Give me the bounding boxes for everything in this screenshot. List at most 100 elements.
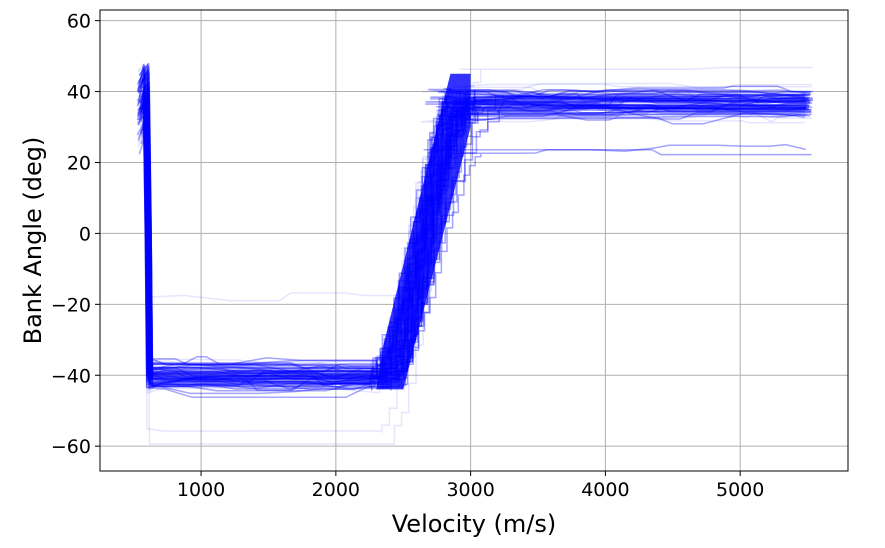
trajectory-line bbox=[137, 106, 809, 374]
x-tick-label: 3000 bbox=[446, 479, 494, 501]
trajectory-line bbox=[139, 84, 811, 390]
trajectory-line bbox=[141, 96, 807, 382]
trajectory-line bbox=[140, 86, 805, 390]
trajectory-line bbox=[139, 96, 808, 399]
trajectory-line bbox=[136, 98, 812, 379]
trajectory-line bbox=[139, 96, 809, 374]
trajectory-line bbox=[137, 69, 812, 376]
trajectory-line bbox=[139, 102, 810, 388]
trajectory-line bbox=[136, 98, 812, 379]
trajectory-line bbox=[140, 86, 806, 382]
trajectory-line bbox=[137, 87, 809, 381]
trajectory-line bbox=[140, 99, 807, 373]
trajectory-line bbox=[139, 84, 811, 390]
trajectory-line bbox=[139, 102, 810, 378]
trajectory-line bbox=[137, 93, 808, 371]
y-tick-label: 60 bbox=[67, 11, 91, 33]
trajectory-line bbox=[137, 87, 809, 381]
trajectory-line bbox=[139, 102, 810, 378]
trajectory-line bbox=[141, 99, 807, 392]
trajectory-line bbox=[136, 89, 811, 384]
trajectory-line bbox=[136, 89, 811, 384]
x-tick-label: 2000 bbox=[312, 479, 360, 501]
trajectory-line bbox=[137, 87, 809, 381]
trajectory-line bbox=[139, 96, 808, 399]
trajectory-line bbox=[138, 97, 807, 380]
trajectory-line bbox=[137, 79, 810, 390]
trajectory-line bbox=[136, 96, 812, 379]
trajectory-line bbox=[140, 86, 806, 382]
trajectory-line bbox=[139, 90, 810, 374]
trajectory-layer bbox=[136, 62, 813, 445]
trajectory-line bbox=[140, 83, 811, 387]
trajectory-line bbox=[136, 96, 812, 379]
trajectory-line bbox=[139, 90, 810, 374]
y-tick-label: 0 bbox=[79, 223, 91, 245]
y-tick-label: −60 bbox=[51, 436, 91, 458]
trajectory-line bbox=[138, 81, 809, 387]
trajectory-line bbox=[139, 79, 808, 380]
trajectory-line bbox=[138, 85, 807, 390]
trajectory-line bbox=[139, 82, 811, 379]
trajectory-line bbox=[139, 90, 810, 374]
y-tick-label: −20 bbox=[51, 294, 91, 316]
trajectory-line bbox=[139, 84, 811, 390]
trajectory-line bbox=[140, 83, 811, 387]
trajectory-line bbox=[137, 93, 808, 371]
trajectory-line bbox=[139, 89, 810, 377]
trajectory-line bbox=[137, 79, 810, 390]
trajectory-line bbox=[136, 102, 813, 376]
trajectory-line bbox=[139, 89, 810, 377]
trajectory-line bbox=[139, 87, 811, 375]
trajectory-line bbox=[136, 98, 812, 379]
trajectory-line bbox=[136, 95, 813, 386]
trajectory-line bbox=[136, 95, 813, 386]
y-tick-label: −40 bbox=[51, 365, 91, 387]
trajectory-line bbox=[139, 96, 808, 399]
trajectory-line bbox=[137, 104, 810, 380]
trajectory-line bbox=[137, 87, 809, 381]
trajectory-line bbox=[139, 91, 808, 380]
trajectory-line bbox=[137, 92, 812, 384]
trajectory-line bbox=[136, 96, 812, 379]
trajectory-line bbox=[140, 86, 805, 390]
trajectory-line bbox=[136, 102, 813, 376]
y-tick-label: 40 bbox=[67, 82, 91, 104]
plot-frame bbox=[99, 9, 849, 472]
trajectory-line bbox=[141, 99, 807, 392]
trajectory-line bbox=[137, 93, 808, 371]
trajectory-line bbox=[136, 98, 812, 379]
trajectory-line bbox=[137, 79, 810, 390]
trajectory-line bbox=[139, 82, 811, 379]
trajectory-line bbox=[140, 86, 806, 382]
trajectory-line bbox=[139, 88, 809, 392]
trajectory-line bbox=[136, 95, 813, 386]
trajectory-line bbox=[139, 87, 811, 375]
trajectory-line bbox=[139, 81, 811, 375]
trajectory-line bbox=[139, 102, 810, 378]
grid-layer bbox=[100, 10, 848, 471]
trajectory-line bbox=[138, 85, 807, 390]
trajectory-line bbox=[137, 69, 812, 376]
trajectory-line bbox=[138, 90, 812, 376]
trajectory-line bbox=[137, 91, 811, 372]
trajectory-line bbox=[137, 104, 810, 380]
trajectory-line bbox=[139, 102, 810, 388]
trajectory-line bbox=[140, 83, 811, 387]
trajectory-line bbox=[136, 89, 811, 384]
trajectory-line bbox=[140, 86, 806, 382]
trajectory-line bbox=[139, 89, 810, 377]
trajectory-line bbox=[140, 99, 807, 373]
trajectory-line bbox=[138, 85, 807, 390]
trajectory-line bbox=[137, 93, 808, 371]
trajectory-line bbox=[136, 102, 813, 376]
trajectory-line bbox=[141, 99, 807, 392]
trajectory-line bbox=[139, 87, 811, 375]
trajectory-line bbox=[136, 96, 812, 379]
trajectory-line bbox=[138, 85, 807, 390]
trajectory-line bbox=[141, 99, 807, 392]
trajectory-line bbox=[139, 96, 808, 399]
x-tick-label: 1000 bbox=[177, 479, 225, 501]
